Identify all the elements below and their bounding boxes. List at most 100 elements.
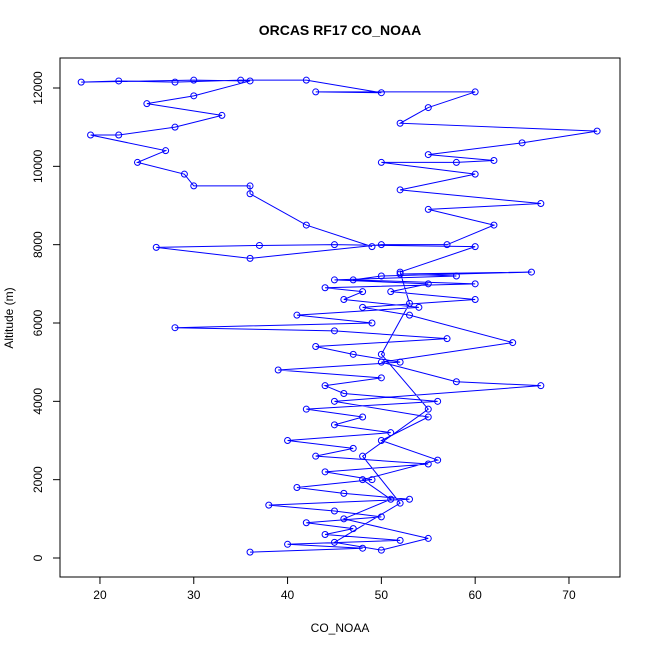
data-point (377, 374, 385, 382)
data-point (302, 221, 310, 229)
data-point (162, 147, 170, 155)
data-point (396, 119, 404, 127)
data-point (424, 280, 432, 288)
data-point (312, 452, 320, 460)
data-point (424, 534, 432, 542)
data-point (406, 311, 414, 319)
data-point (330, 421, 338, 429)
data-point (387, 495, 395, 503)
data-point (471, 170, 479, 178)
data-point (330, 241, 338, 249)
data-point (330, 507, 338, 515)
y-tick-label: 4000 (31, 388, 45, 415)
data-point (396, 358, 404, 366)
data-point (246, 254, 254, 262)
data-point (293, 311, 301, 319)
data-point (387, 429, 395, 437)
data-point (265, 501, 273, 509)
data-point (284, 540, 292, 548)
data-point (321, 531, 329, 539)
data-point (246, 77, 254, 85)
plot-frame (59, 57, 621, 578)
x-tick-label: 70 (562, 588, 576, 602)
data-point (349, 444, 357, 452)
y-tick-label: 10000 (31, 149, 45, 183)
data-point (537, 200, 545, 208)
data-line (81, 79, 598, 553)
data-point (424, 460, 432, 468)
data-point (424, 405, 432, 413)
data-point (340, 489, 348, 497)
data-point (396, 186, 404, 194)
x-axis-label: CO_NOAA (311, 621, 370, 635)
data-point (406, 299, 414, 307)
data-point (302, 405, 310, 413)
y-tick-label: 0 (31, 554, 45, 561)
data-point (218, 111, 226, 119)
data-point (424, 413, 432, 421)
chart-title: ORCAS RF17 CO_NOAA (259, 22, 422, 38)
x-tick-label: 30 (187, 588, 201, 602)
data-point (443, 335, 451, 343)
data-point (452, 378, 460, 386)
data-point (359, 413, 367, 421)
data-point (190, 92, 198, 100)
data-point (171, 123, 179, 131)
data-point (490, 156, 498, 164)
data-point (368, 243, 376, 251)
data-point (359, 303, 367, 311)
data-point (509, 339, 517, 347)
data-point (452, 158, 460, 166)
data-point (359, 288, 367, 296)
data-point (377, 513, 385, 521)
data-point (471, 296, 479, 304)
data-point (396, 499, 404, 507)
data-point (368, 319, 376, 327)
data-point (284, 437, 292, 445)
data-point (593, 127, 601, 135)
data-point (321, 382, 329, 390)
x-tick-label: 40 (281, 588, 295, 602)
data-point (518, 139, 526, 147)
data-point (312, 343, 320, 351)
data-point (377, 437, 385, 445)
data-point (77, 78, 85, 86)
data-point (246, 548, 254, 556)
data-point (349, 525, 357, 533)
data-point (377, 158, 385, 166)
data-point (321, 284, 329, 292)
data-point (115, 77, 123, 85)
data-point (396, 270, 404, 278)
data-point (424, 104, 432, 112)
data-point (340, 390, 348, 398)
data-point (87, 131, 95, 139)
data-point (246, 182, 254, 190)
data-point (377, 272, 385, 280)
data-point (321, 468, 329, 476)
y-tick-label: 6000 (31, 309, 45, 336)
data-point (349, 350, 357, 358)
data-point (490, 221, 498, 229)
data-point (387, 288, 395, 296)
data-point (115, 131, 123, 139)
data-point (471, 280, 479, 288)
data-point (180, 170, 188, 178)
x-tick-label: 60 (468, 588, 482, 602)
data-point (340, 296, 348, 304)
data-point (434, 456, 442, 464)
data-point (537, 382, 545, 390)
data-point (340, 515, 348, 523)
y-tick-label: 2000 (31, 466, 45, 493)
data-point (312, 88, 320, 96)
y-tick-label: 8000 (31, 231, 45, 258)
data-point (471, 88, 479, 96)
data-point (359, 452, 367, 460)
data-point (406, 495, 414, 503)
data-point (377, 358, 385, 366)
data-point (377, 350, 385, 358)
data-point (415, 303, 423, 311)
data-point (246, 190, 254, 198)
data-point (424, 151, 432, 159)
y-axis-label: Altitude (m) (2, 287, 16, 348)
